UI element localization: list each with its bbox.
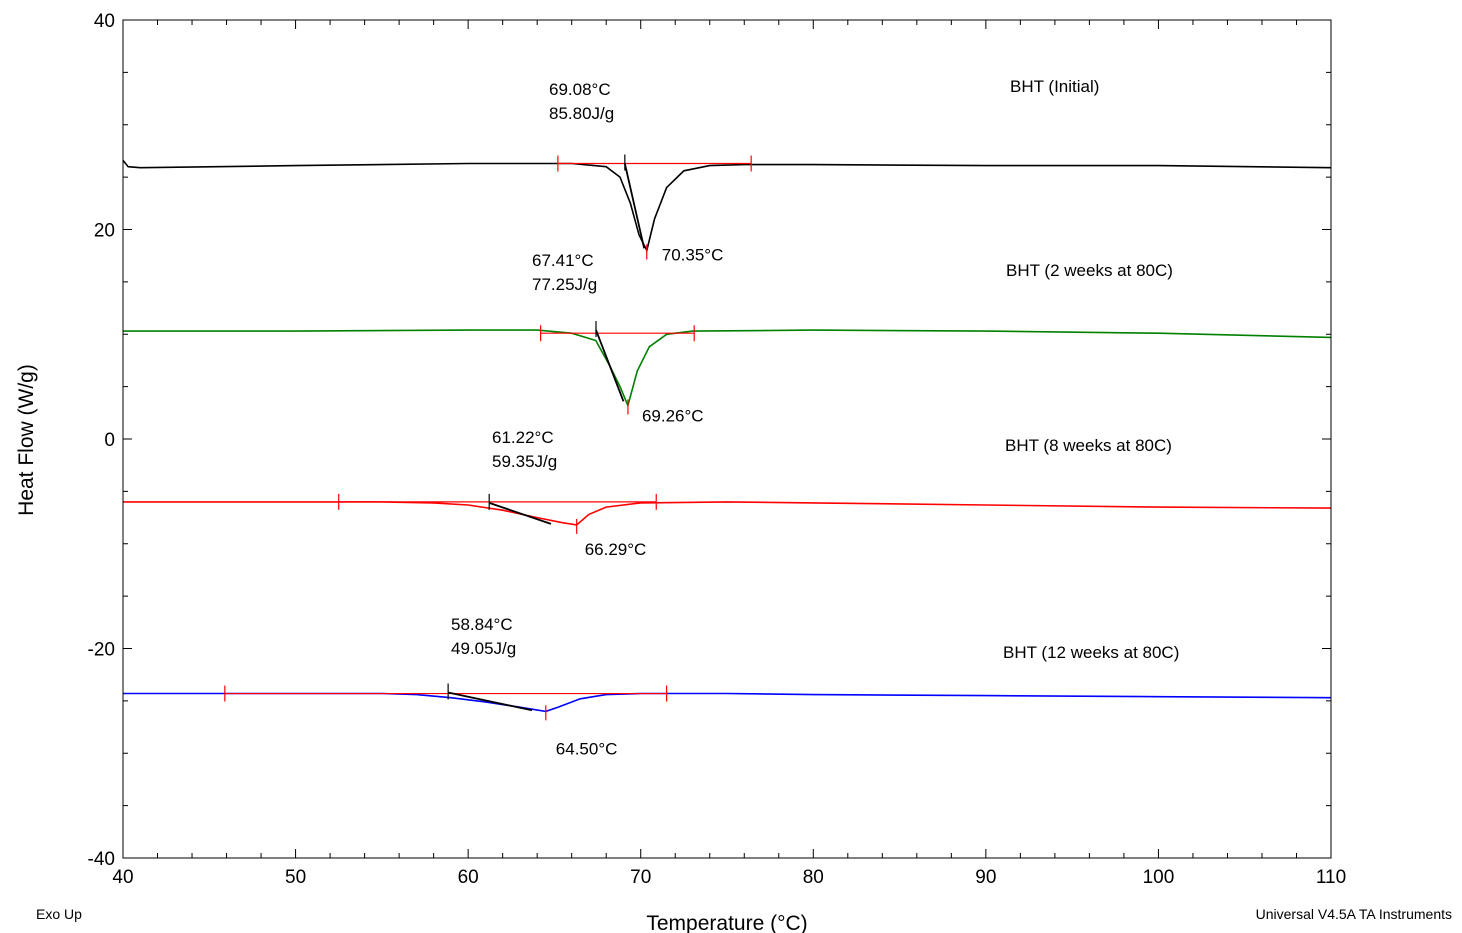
y-tick-label: -20 [88, 640, 115, 661]
enthalpy-label: 77.25J/g [532, 275, 597, 294]
x-tick-label: 80 [803, 867, 824, 888]
x-tick-label: 110 [1316, 867, 1346, 888]
onset-temperature-label: 58.84°C [451, 615, 513, 634]
series-label: BHT (12 weeks at 80C) [1003, 643, 1179, 662]
enthalpy-label: 85.80J/g [549, 104, 614, 123]
y-axis-label: Heat Flow (W/g) [15, 364, 38, 516]
peak-temperature-label: 66.29°C [585, 540, 647, 559]
series-line [122, 159, 1332, 253]
onset-temperature-label: 67.41°C [532, 251, 594, 270]
series-label: BHT (Initial) [1010, 77, 1099, 96]
peak-temperature-label: 64.50°C [556, 739, 618, 758]
software-note: Universal V4.5A TA Instruments [1255, 906, 1452, 922]
x-tick-label: 100 [1143, 867, 1175, 888]
series-line [123, 692, 1332, 713]
onset-tangent-line [595, 329, 625, 402]
peak-temperature-label: 69.26°C [642, 406, 704, 425]
annotation-layer: BHT (Initial) 69.08°C 85.80J/g 70.35°C BHT (… [224, 77, 1179, 758]
y-tick-label: 20 [94, 221, 115, 242]
onset-tangent-line [623, 163, 646, 249]
enthalpy-label: 59.35J/g [492, 452, 557, 471]
axes-layer: 40 50 60 70 80 90 100 110 -40 -20 0 20 40 [88, 11, 1347, 888]
onset-temperature-label: 69.08°C [549, 80, 611, 99]
y-tick-label: 40 [94, 11, 115, 32]
x-axis-label: Temperature (°C) [646, 912, 807, 933]
series-line [123, 329, 1332, 408]
series-label: BHT (2 weeks at 80C) [1006, 261, 1173, 280]
onset-temperature-label: 61.22°C [492, 428, 554, 447]
enthalpy-label: 49.05J/g [451, 639, 516, 658]
series-label: BHT (8 weeks at 80C) [1005, 436, 1172, 455]
peak-temperature-label: 70.35°C [662, 245, 724, 264]
y-tick-label: 0 [104, 430, 115, 451]
x-tick-label: 50 [285, 867, 306, 888]
y-tick-label: -40 [88, 849, 115, 870]
onset-tangent-line [488, 502, 552, 525]
x-tick-label: 90 [975, 867, 996, 888]
x-tick-label: 40 [112, 867, 133, 888]
x-tick-label: 60 [458, 867, 479, 888]
onset-tangent-line [447, 691, 533, 712]
series-line [123, 501, 1332, 526]
x-tick-label: 70 [630, 867, 651, 888]
exo-up-note: Exo Up [36, 906, 82, 922]
